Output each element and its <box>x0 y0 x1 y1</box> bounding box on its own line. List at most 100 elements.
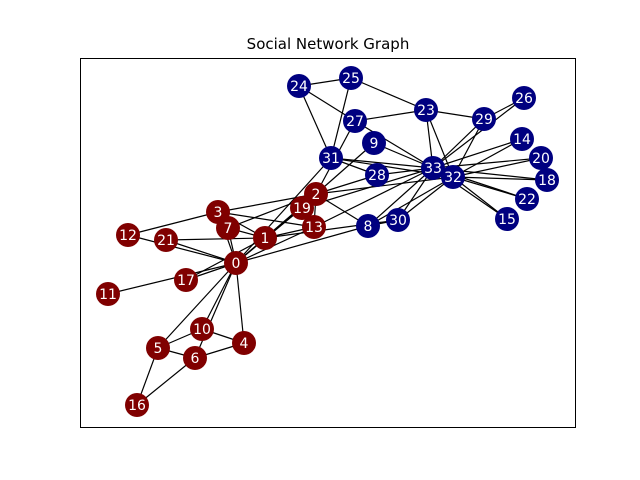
node-label-13: 13 <box>305 220 323 236</box>
node-33: 33 <box>421 156 445 180</box>
node-circle-22 <box>515 187 539 211</box>
node-circle-19 <box>290 196 314 220</box>
edge-0-5 <box>157 262 237 349</box>
node-label-5: 5 <box>154 341 163 357</box>
node-1: 1 <box>253 226 277 250</box>
node-circle-14 <box>510 127 534 151</box>
edge-2-32 <box>315 176 454 195</box>
plot-title: Social Network Graph <box>247 35 410 53</box>
edge-26-33 <box>432 97 525 169</box>
node-label-16: 16 <box>128 398 146 414</box>
node-circle-24 <box>287 74 311 98</box>
edge-0-4 <box>235 262 245 344</box>
node-6: 6 <box>183 346 207 370</box>
node-label-21: 21 <box>157 233 175 249</box>
node-12: 12 <box>116 223 140 247</box>
node-circle-18 <box>535 168 559 192</box>
edge-23-32 <box>425 109 454 178</box>
node-32: 32 <box>441 165 465 189</box>
node-circle-25 <box>339 66 363 90</box>
edge-24-31 <box>298 85 332 159</box>
node-circle-13 <box>302 215 326 239</box>
node-label-26: 26 <box>515 91 533 107</box>
edge-31-33 <box>330 157 434 169</box>
edge-2-9 <box>315 142 375 195</box>
edge-25-31 <box>330 77 352 159</box>
node-29: 29 <box>472 107 496 131</box>
node-circle-1 <box>253 226 277 250</box>
edge-0-10 <box>201 262 237 330</box>
edge-3-12 <box>127 211 219 236</box>
node-circle-29 <box>472 107 496 131</box>
node-circle-31 <box>319 146 343 170</box>
node-circle-8 <box>356 214 380 238</box>
node-circle-6 <box>183 346 207 370</box>
node-label-9: 9 <box>370 136 379 152</box>
edge-0-6 <box>194 262 237 359</box>
node-label-8: 8 <box>364 219 373 235</box>
node-19: 19 <box>290 196 314 220</box>
node-18: 18 <box>535 168 559 192</box>
node-circle-28 <box>365 163 389 187</box>
node-label-19: 19 <box>293 201 311 217</box>
node-circle-7 <box>216 216 240 240</box>
node-31: 31 <box>319 146 343 170</box>
node-circle-12 <box>116 223 140 247</box>
edge-0-8 <box>235 225 369 264</box>
node-label-12: 12 <box>119 228 137 244</box>
node-27: 27 <box>343 109 367 133</box>
node-26: 26 <box>512 86 536 110</box>
node-circle-17 <box>174 268 198 292</box>
node-label-14: 14 <box>513 132 531 148</box>
node-11: 11 <box>96 282 120 306</box>
node-28: 28 <box>365 163 389 187</box>
node-13: 13 <box>302 215 326 239</box>
node-16: 16 <box>125 393 149 417</box>
node-circle-15 <box>495 207 519 231</box>
node-label-32: 32 <box>444 170 462 186</box>
node-label-22: 22 <box>518 192 536 208</box>
node-4: 4 <box>232 331 256 355</box>
node-circle-30 <box>386 208 410 232</box>
node-label-3: 3 <box>214 205 223 221</box>
node-label-20: 20 <box>532 151 550 167</box>
node-circle-11 <box>96 282 120 306</box>
node-label-4: 4 <box>240 336 249 352</box>
edge-0-11 <box>107 262 237 295</box>
node-circle-26 <box>512 86 536 110</box>
node-label-11: 11 <box>99 287 117 303</box>
node-8: 8 <box>356 214 380 238</box>
node-circle-9 <box>362 131 386 155</box>
node-label-1: 1 <box>261 231 270 247</box>
node-label-28: 28 <box>368 168 386 184</box>
node-circle-10 <box>190 317 214 341</box>
node-label-27: 27 <box>346 114 364 130</box>
node-20: 20 <box>529 146 553 170</box>
node-label-23: 23 <box>417 103 435 119</box>
node-circle-27 <box>343 109 367 133</box>
edge-27-33 <box>354 120 434 169</box>
edge-18-32 <box>452 176 548 181</box>
node-label-18: 18 <box>538 173 556 189</box>
node-label-31: 31 <box>322 151 340 167</box>
node-circle-21 <box>154 228 178 252</box>
node-17: 17 <box>174 268 198 292</box>
node-25: 25 <box>339 66 363 90</box>
node-label-7: 7 <box>224 221 233 237</box>
node-24: 24 <box>287 74 311 98</box>
node-label-10: 10 <box>193 322 211 338</box>
edge-14-32 <box>452 138 523 178</box>
node-circle-20 <box>529 146 553 170</box>
node-5: 5 <box>146 336 170 360</box>
node-30: 30 <box>386 208 410 232</box>
plot-frame <box>80 58 576 428</box>
node-label-24: 24 <box>290 79 308 95</box>
node-15: 15 <box>495 207 519 231</box>
node-7: 7 <box>216 216 240 240</box>
edge-6-16 <box>136 357 196 406</box>
node-label-0: 0 <box>232 256 241 272</box>
edge-8-33 <box>367 167 434 227</box>
node-circle-23 <box>414 98 438 122</box>
